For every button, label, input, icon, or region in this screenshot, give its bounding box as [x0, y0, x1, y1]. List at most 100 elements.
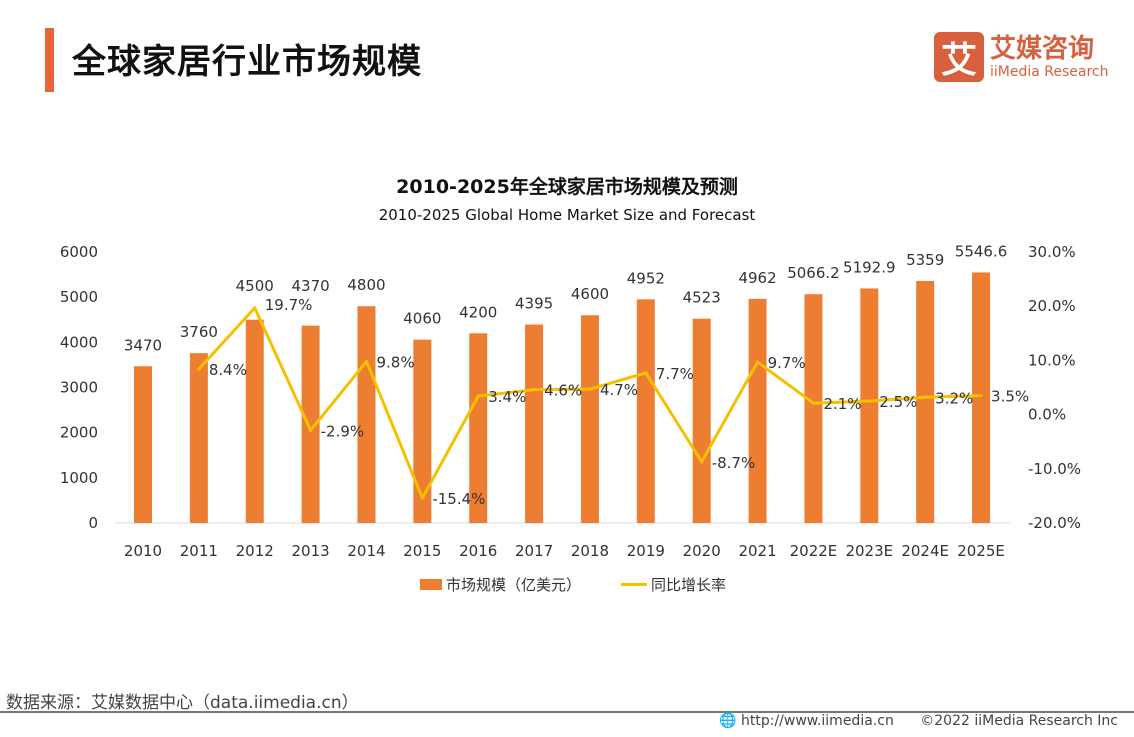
right-tick-label: 30.0%: [1028, 243, 1076, 261]
footer-copyright: ©2022 iiMedia Research Inc: [920, 713, 1118, 729]
bar-value-label: 5546.6: [955, 242, 1008, 260]
growth-point: [309, 428, 313, 432]
growth-value-label: 2.1%: [823, 395, 861, 413]
left-tick-label: 0: [88, 514, 98, 532]
title-accent-bar: [45, 28, 54, 92]
bar-value-label: 4200: [459, 303, 497, 321]
x-tick-label: 2025E: [957, 542, 1005, 560]
bar-value-label: 4600: [571, 285, 609, 303]
page-title: 全球家居行业市场规模: [72, 42, 422, 82]
growth-point: [756, 360, 760, 364]
x-tick-label: 2022E: [790, 542, 838, 560]
x-tick-label: 2024E: [901, 542, 949, 560]
x-tick-label: 2013: [292, 542, 330, 560]
growth-value-label: 8.4%: [209, 361, 247, 379]
x-tick-label: 2021: [738, 542, 776, 560]
right-tick-label: 0.0%: [1028, 406, 1066, 424]
x-tick-label: 2023E: [845, 542, 893, 560]
bar: [860, 288, 879, 523]
growth-value-label: 2.5%: [879, 393, 917, 411]
chart-subtitle: 2010-2025 Global Home Market Size and Fo…: [378, 206, 756, 224]
bar: [301, 325, 320, 523]
growth-value-label: 9.8%: [376, 353, 414, 371]
bar-value-label: 4370: [292, 277, 330, 295]
footer-url[interactable]: http://www.iimedia.cn: [741, 713, 894, 729]
bar-value-label: 4523: [683, 289, 721, 307]
growth-point: [588, 387, 592, 391]
bar: [580, 315, 599, 523]
growth-value-label: 19.7%: [265, 296, 313, 314]
bar: [692, 318, 711, 523]
growth-point: [811, 401, 815, 405]
bar: [636, 299, 655, 523]
bar-value-label: 5066.2: [787, 264, 840, 282]
growth-value-label: 4.7%: [600, 381, 638, 399]
logo-cn: 艾媒咨询: [990, 34, 1095, 64]
chart-title: 2010-2025年全球家居市场规模及预测: [396, 176, 738, 198]
growth-value-label: -8.7%: [712, 454, 756, 472]
footer-divider: [0, 711, 1134, 713]
x-tick-label: 2018: [571, 542, 609, 560]
left-tick-label: 1000: [60, 469, 98, 487]
bar-value-label: 5192.9: [843, 258, 896, 276]
growth-point: [420, 496, 424, 500]
bar: [357, 306, 376, 523]
x-tick-label: 2012: [236, 542, 274, 560]
x-tick-label: 2020: [683, 542, 721, 560]
bar: [804, 294, 823, 523]
left-tick-label: 6000: [60, 243, 98, 261]
growth-value-label: 9.7%: [768, 354, 806, 372]
bar-value-label: 4962: [738, 269, 776, 287]
bar: [134, 366, 152, 523]
bar: [525, 324, 544, 523]
globe-icon: 🌐: [719, 713, 737, 729]
bar-value-label: 3470: [124, 336, 162, 354]
legend-bar-swatch: [420, 579, 442, 590]
growth-point: [979, 394, 983, 398]
x-tick-label: 2016: [459, 542, 497, 560]
growth-value-label: 7.7%: [656, 365, 694, 383]
legend-line-swatch: [621, 583, 648, 586]
bar: [748, 298, 767, 523]
bar: [413, 339, 432, 523]
bar: [916, 280, 935, 523]
legend: 市场规模（亿美元） 同比增长率: [420, 574, 726, 595]
growth-value-label: -2.9%: [321, 422, 365, 440]
logo-mark: 艾: [934, 32, 984, 82]
x-tick-label: 2015: [403, 542, 441, 560]
growth-point: [532, 388, 536, 392]
left-tick-label: 3000: [60, 379, 98, 397]
x-tick-label: 2019: [627, 542, 665, 560]
right-tick-label: -10.0%: [1028, 460, 1081, 478]
bar-value-label: 4500: [236, 277, 274, 295]
left-tick-label: 2000: [60, 424, 98, 442]
left-tick-label: 5000: [60, 288, 98, 306]
left-tick-label: 4000: [60, 333, 98, 351]
x-tick-label: 2010: [124, 542, 162, 560]
bar-value-label: 4952: [627, 269, 665, 287]
bar: [189, 353, 208, 523]
bar-value-label: 4800: [347, 276, 385, 294]
bar-value-label: 4395: [515, 294, 553, 312]
data-source: 数据来源：艾媒数据中心（data.iimedia.cn）: [6, 693, 359, 713]
growth-value-label: 3.5%: [991, 388, 1029, 406]
growth-point: [197, 367, 201, 371]
logo: 艾 艾媒咨询 iiMedia Research: [934, 32, 1109, 82]
growth-value-label: 3.2%: [935, 389, 973, 407]
legend-bar-label: 市场规模（亿美元）: [446, 576, 582, 594]
x-tick-label: 2014: [347, 542, 385, 560]
growth-point: [364, 359, 368, 363]
bar-value-label: 4060: [403, 310, 441, 328]
logo-en: iiMedia Research: [990, 64, 1109, 80]
legend-line-label: 同比增长率: [651, 576, 727, 594]
growth-point: [867, 399, 871, 403]
growth-value-label: -15.4%: [432, 490, 485, 508]
growth-point: [700, 460, 704, 464]
growth-value-label: 3.4%: [488, 388, 526, 406]
growth-point: [253, 306, 257, 310]
bar-value-label: 3760: [180, 323, 218, 341]
footer-info: 🌐 http://www.iimedia.cn ©2022 iiMedia Re…: [719, 713, 1118, 729]
growth-value-label: 4.6%: [544, 382, 582, 400]
right-tick-label: -20.0%: [1028, 514, 1081, 532]
